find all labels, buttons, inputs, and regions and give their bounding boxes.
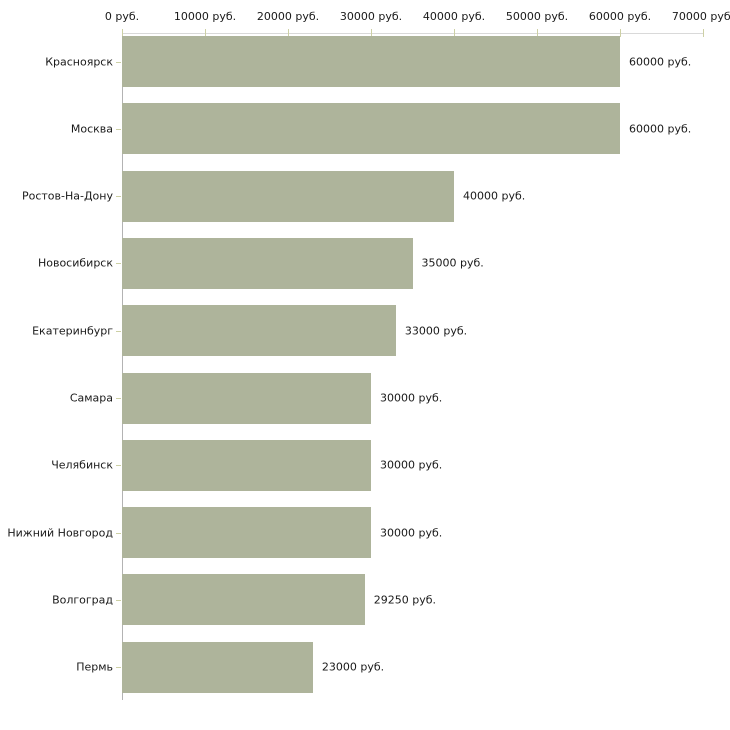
bar: [122, 574, 365, 626]
x-axis-tick: [205, 29, 206, 37]
bar-row: Нижний Новгород 30000 руб.: [7, 507, 703, 559]
bar: [122, 170, 454, 222]
category-tick: [116, 263, 121, 265]
bar-row: Самара 30000 руб.: [70, 372, 703, 424]
value-label: 60000 руб.: [629, 55, 692, 68]
category-tick: [116, 599, 121, 601]
x-axis-tick-label: 50000 руб.: [505, 10, 569, 23]
value-label: 30000 руб.: [380, 526, 443, 540]
value-label: 33000 руб.: [404, 324, 468, 338]
category-tick: [116, 128, 121, 130]
category-tick: [116, 61, 121, 63]
value-label: 35000 руб.: [421, 256, 484, 270]
category-tick: [116, 667, 121, 669]
category-label: Пермь: [76, 660, 113, 674]
bar-row: Челябинск 30000 руб.: [51, 439, 703, 491]
category-label: Новосибирск: [37, 256, 113, 270]
category-label: Челябинск: [51, 458, 113, 472]
category-label: Москва: [70, 122, 113, 136]
category-label: Самара: [69, 391, 113, 405]
bar-row: Красноярск 60000 руб.: [45, 36, 703, 87]
bar-row: Екатеринбург 33000 руб.: [32, 305, 703, 357]
category-label: Екатеринбург: [32, 324, 113, 338]
value-label: 29250 руб.: [373, 593, 437, 607]
x-axis-tick: [288, 29, 289, 37]
value-label: 60000 руб.: [629, 122, 692, 136]
value-label: 23000 руб.: [321, 660, 385, 674]
category-tick: [116, 196, 121, 198]
category-tick: [116, 398, 121, 399]
x-axis-tick: [620, 29, 621, 37]
x-axis-tick: [703, 29, 704, 37]
value-label: 30000 руб.: [380, 458, 443, 472]
bar-row: Пермь 23000 руб.: [76, 641, 703, 693]
bar: [122, 439, 371, 491]
bar-row: Волгоград 29250 руб.: [52, 574, 703, 626]
bar-row: Москва 60000 руб.: [71, 103, 703, 155]
bar: [122, 372, 371, 424]
bar: [122, 36, 620, 87]
bar-row: Ростов-На-Дону 40000 руб.: [22, 170, 703, 222]
category-tick: [116, 330, 121, 332]
x-axis-tick: [537, 29, 538, 37]
x-axis-tick-label: 60000 руб.: [588, 10, 652, 23]
x-axis-tick-label: 70000 руб.: [671, 10, 730, 23]
bar: [122, 305, 396, 357]
category-label: Волгоград: [52, 593, 113, 607]
bar: [122, 103, 620, 155]
x-axis-labels: 0 руб. 10000 руб. 20000 руб. 30000 руб. 4000…: [105, 0, 730, 33]
x-axis-tick: [122, 29, 123, 37]
bar: [122, 237, 413, 289]
x-axis-tick: [371, 29, 372, 37]
x-axis-tick-label: 0 руб.: [104, 10, 140, 23]
value-label: 30000 руб.: [380, 391, 443, 405]
x-axis-tick-label: 30000 руб.: [339, 10, 403, 23]
category-label: Красноярск: [45, 55, 113, 68]
bar: [122, 641, 313, 693]
x-axis-tick-label: 20000 руб.: [256, 10, 320, 23]
plot-area: Красноярск 60000 руб. Москва 60000 руб. Рост…: [7, 29, 704, 700]
y-axis-line: [122, 33, 123, 700]
bar: [122, 507, 371, 559]
x-axis-tick: [454, 29, 455, 37]
category-label: Ростов-На-Дону: [21, 189, 113, 203]
value-label: 40000 руб.: [462, 189, 526, 203]
category-tick: [116, 465, 121, 467]
x-axis-line: [122, 33, 703, 34]
bar-row: Новосибирск 35000 руб.: [38, 237, 703, 289]
category-label: Нижний Новгород: [7, 526, 113, 540]
category-tick: [116, 532, 121, 534]
x-axis-tick-label: 10000 руб.: [173, 10, 237, 23]
x-axis-tick-label: 40000 руб.: [422, 10, 486, 23]
